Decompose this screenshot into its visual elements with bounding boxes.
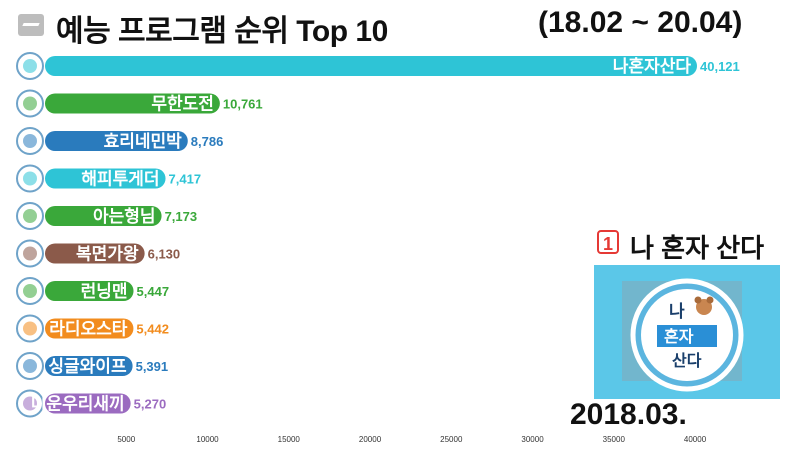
bar-label: 무한도전 [151,95,214,114]
bar [45,281,134,301]
value-label: 5,447 [137,284,170,299]
featured-logo-line-3: 산다 [672,351,702,370]
value-label: 5,391 [136,359,169,374]
bar-label: 런닝맨 [81,282,128,301]
value-label: 7,173 [165,209,198,224]
date-range: (18.02 ~ 20.04) [538,6,743,39]
bar [45,318,134,339]
bar [45,393,131,414]
program-logo-icon [16,127,44,155]
bar-label: 해피투게더 [81,170,159,189]
bar [45,356,133,376]
x-tick-label: 25000 [440,435,463,444]
chart-title: 예능 프로그램 순위 Top 10 [56,15,388,48]
program-logo-icon [16,52,44,80]
bar [45,168,166,189]
program-logo-icon [16,239,44,268]
featured-program-name: 나 혼자 산다 [630,233,765,263]
x-tick-label: 30000 [521,435,544,444]
value-label: 5,442 [136,322,169,337]
x-tick-label: 5000 [117,435,135,444]
featured-logo-line-1: 나 [669,302,685,322]
current-date: 2018.03. [570,398,687,431]
program-logo-icon [16,277,44,305]
bar [45,56,697,76]
x-tick-label: 40000 [684,435,707,444]
program-logo-icon [16,202,44,230]
program-logo-icon [16,89,44,118]
value-label: 10,761 [223,97,263,112]
x-tick-label: 35000 [603,435,626,444]
bar [45,206,162,226]
bar-label: 아는형님 [93,206,156,226]
featured-logo-line-2: 혼자 [664,327,694,346]
x-tick-label: 20000 [359,435,382,444]
bar-label: 복면가왕 [76,245,139,264]
bar-label: 싱글와이프 [48,357,127,376]
bar [45,131,188,151]
value-label: 7,417 [169,172,202,187]
value-label: 5,270 [134,397,167,412]
program-logo-icon [16,389,44,418]
bar-label: 라디오스타 [49,320,128,339]
value-label: 8,786 [191,134,224,149]
program-logo-icon [16,314,44,343]
value-label: 6,130 [148,247,181,262]
x-tick-label: 15000 [278,435,301,444]
program-logo-icon [16,352,44,380]
value-label: 40,121 [700,59,740,74]
featured-program-logo-icon: 나 혼자 산다 [594,265,780,399]
bar-label: 나혼자산다 [613,56,692,76]
channel-logo-icon [18,14,44,36]
x-tick-label: 10000 [196,435,219,444]
featured-rank-badge: 1 [597,230,619,254]
bar-label: 미운우리새끼 [31,395,125,414]
bar [45,93,220,114]
bar [45,243,145,264]
program-logo-icon [16,164,44,193]
bar-label: 효리네민박 [104,132,183,151]
